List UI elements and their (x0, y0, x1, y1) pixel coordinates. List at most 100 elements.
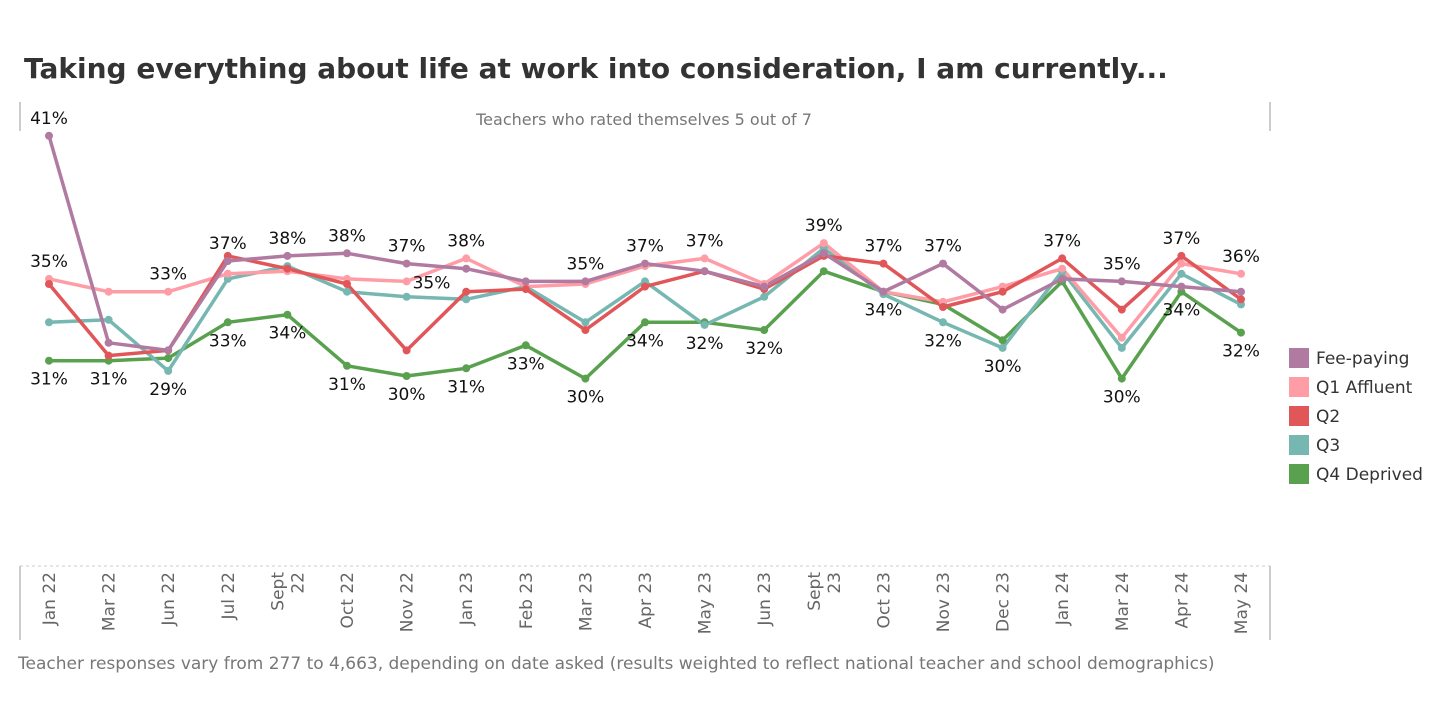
legend-swatch-q1-affluent (1289, 377, 1309, 397)
data-label: 31% (30, 370, 68, 390)
data-point-q1-affluent (1237, 269, 1245, 278)
data-label: 34% (269, 324, 307, 344)
data-point-q3 (1117, 343, 1126, 352)
data-label: 29% (149, 380, 187, 400)
x-tick-label: Jun 23 (755, 572, 775, 627)
data-label: 31% (90, 370, 128, 390)
data-point-q1-affluent (1177, 259, 1186, 268)
data-point-q4-deprived (45, 356, 53, 365)
legend-label-q3: Q3 (1316, 436, 1340, 456)
data-point-q3 (1177, 269, 1186, 278)
x-tick-label: Oct 23 (874, 572, 894, 628)
legend: Fee-paying Q1 Affluent Q2 Q3 Q4 Deprived (1289, 348, 1423, 485)
data-point-q2 (402, 346, 411, 355)
data-point-q1-affluent (819, 239, 828, 248)
data-label: 30% (567, 388, 605, 408)
data-point-q2 (641, 282, 649, 291)
data-label: 33% (209, 331, 247, 351)
data-point-q3 (104, 315, 113, 324)
data-point-q1-affluent (462, 254, 471, 263)
x-tick-label: Oct 22 (338, 572, 358, 628)
data-point-q4-deprived (819, 267, 828, 276)
data-label: 32% (686, 334, 724, 354)
data-label: 38% (447, 231, 485, 251)
data-point-q3 (700, 320, 709, 329)
data-point-q2 (462, 287, 471, 296)
data-point-q2 (1237, 295, 1245, 304)
x-tick-label: May 23 (696, 572, 716, 634)
legend-swatch-q2 (1289, 406, 1309, 426)
data-label: 38% (328, 226, 366, 246)
data-point-q3 (998, 343, 1007, 352)
data-point-fee-paying (1117, 277, 1126, 286)
data-point-fee-paying (998, 305, 1007, 314)
data-label: 34% (1163, 301, 1201, 321)
data-label: 31% (328, 375, 366, 395)
data-point-q3 (343, 287, 351, 296)
data-label: 37% (626, 237, 664, 257)
data-point-q2 (104, 351, 113, 360)
data-point-q4-deprived (1117, 374, 1126, 383)
data-label: 41% (30, 109, 68, 129)
x-tick-label: Feb 23 (517, 572, 537, 629)
data-point-q4-deprived (998, 336, 1007, 345)
data-point-q3 (164, 366, 173, 375)
data-point-fee-paying (581, 277, 590, 286)
data-label: 33% (507, 354, 545, 374)
x-axis: Jan 22 Mar 22 Jun 22 Jul 22 Sept22 Oct 22 Nov … (40, 572, 1252, 635)
legend-swatch-fee-paying (1289, 348, 1309, 368)
data-point-fee-paying (45, 131, 53, 140)
x-tick-label: Jun 22 (159, 572, 179, 627)
series-points (45, 131, 1245, 383)
data-label: 35% (567, 254, 605, 274)
data-point-q4-deprived (343, 361, 351, 370)
data-point-fee-paying (343, 249, 351, 258)
data-label: 31% (447, 377, 485, 397)
x-tick-label: Mar 23 (576, 572, 596, 631)
data-point-q3 (45, 318, 53, 327)
data-point-q4-deprived (462, 364, 471, 373)
data-point-fee-paying (1177, 282, 1186, 291)
data-point-q3 (402, 292, 411, 301)
x-tick-label: Dec 23 (994, 572, 1014, 632)
legend-swatch-q3 (1289, 435, 1309, 455)
data-point-fee-paying (402, 259, 411, 268)
data-point-fee-paying (939, 259, 947, 268)
data-point-fee-paying (104, 338, 113, 347)
data-point-q4-deprived (283, 310, 292, 319)
data-point-fee-paying (879, 287, 888, 296)
legend-label-q4-deprived: Q4 Deprived (1316, 465, 1423, 485)
x-tick-label: Nov 23 (934, 572, 954, 632)
data-label: 33% (149, 265, 187, 285)
data-label: 38% (269, 229, 307, 249)
data-label: 32% (924, 331, 962, 351)
data-label: 36% (1222, 247, 1260, 267)
data-point-q2 (1117, 305, 1126, 314)
data-label: 37% (1043, 231, 1081, 251)
data-point-q4-deprived (641, 318, 649, 327)
data-label: 37% (865, 237, 903, 257)
data-point-q1-affluent (223, 269, 232, 278)
legend-label-fee-paying: Fee-paying (1316, 349, 1409, 369)
chart-title: Taking everything about life at work int… (24, 52, 1168, 85)
data-point-q4-deprived (521, 341, 530, 350)
data-label: 35% (413, 273, 451, 293)
data-point-fee-paying (521, 277, 530, 286)
legend-swatch-q4-deprived (1289, 464, 1309, 484)
data-point-q4-deprived (760, 326, 769, 334)
data-point-q3 (581, 318, 590, 327)
data-point-q1-affluent (402, 277, 411, 286)
data-point-q2 (521, 285, 530, 294)
data-label: 35% (30, 252, 68, 272)
data-label: 35% (1103, 254, 1141, 274)
data-label: 39% (805, 216, 843, 236)
data-point-q4-deprived (1237, 328, 1245, 337)
data-point-q1-affluent (104, 287, 113, 296)
x-tick-label: Apr 23 (636, 572, 656, 628)
legend-label-q1-affluent: Q1 Affluent (1316, 378, 1413, 398)
data-label: 34% (865, 301, 903, 321)
chart-frame (19, 102, 1271, 640)
data-point-q1-affluent (1117, 333, 1126, 342)
data-point-fee-paying (700, 267, 709, 276)
data-point-q4-deprived (164, 354, 173, 363)
